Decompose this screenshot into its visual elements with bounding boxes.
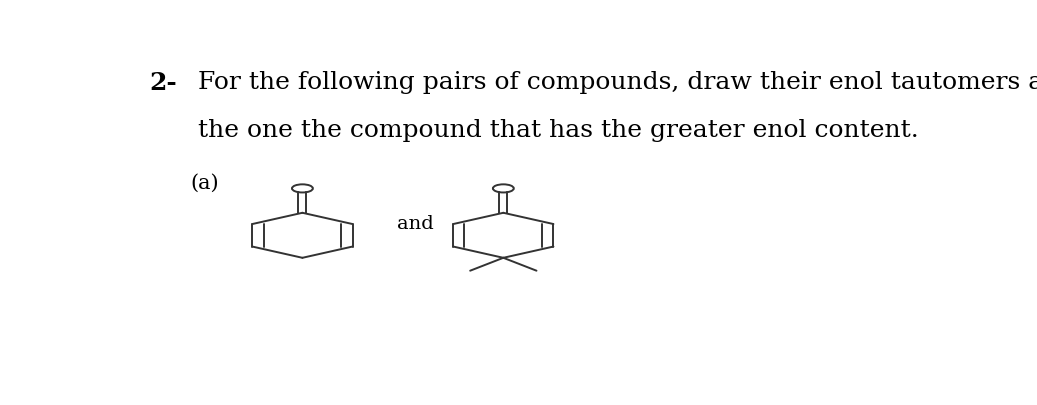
Text: the one the compound that has the greater enol content.: the one the compound that has the greate… [198, 119, 919, 142]
Text: For the following pairs of compounds, draw their enol tautomers and choose: For the following pairs of compounds, dr… [198, 70, 1037, 94]
Text: (a): (a) [190, 173, 219, 192]
Text: 2-: 2- [149, 70, 177, 94]
Text: and: and [396, 214, 433, 232]
